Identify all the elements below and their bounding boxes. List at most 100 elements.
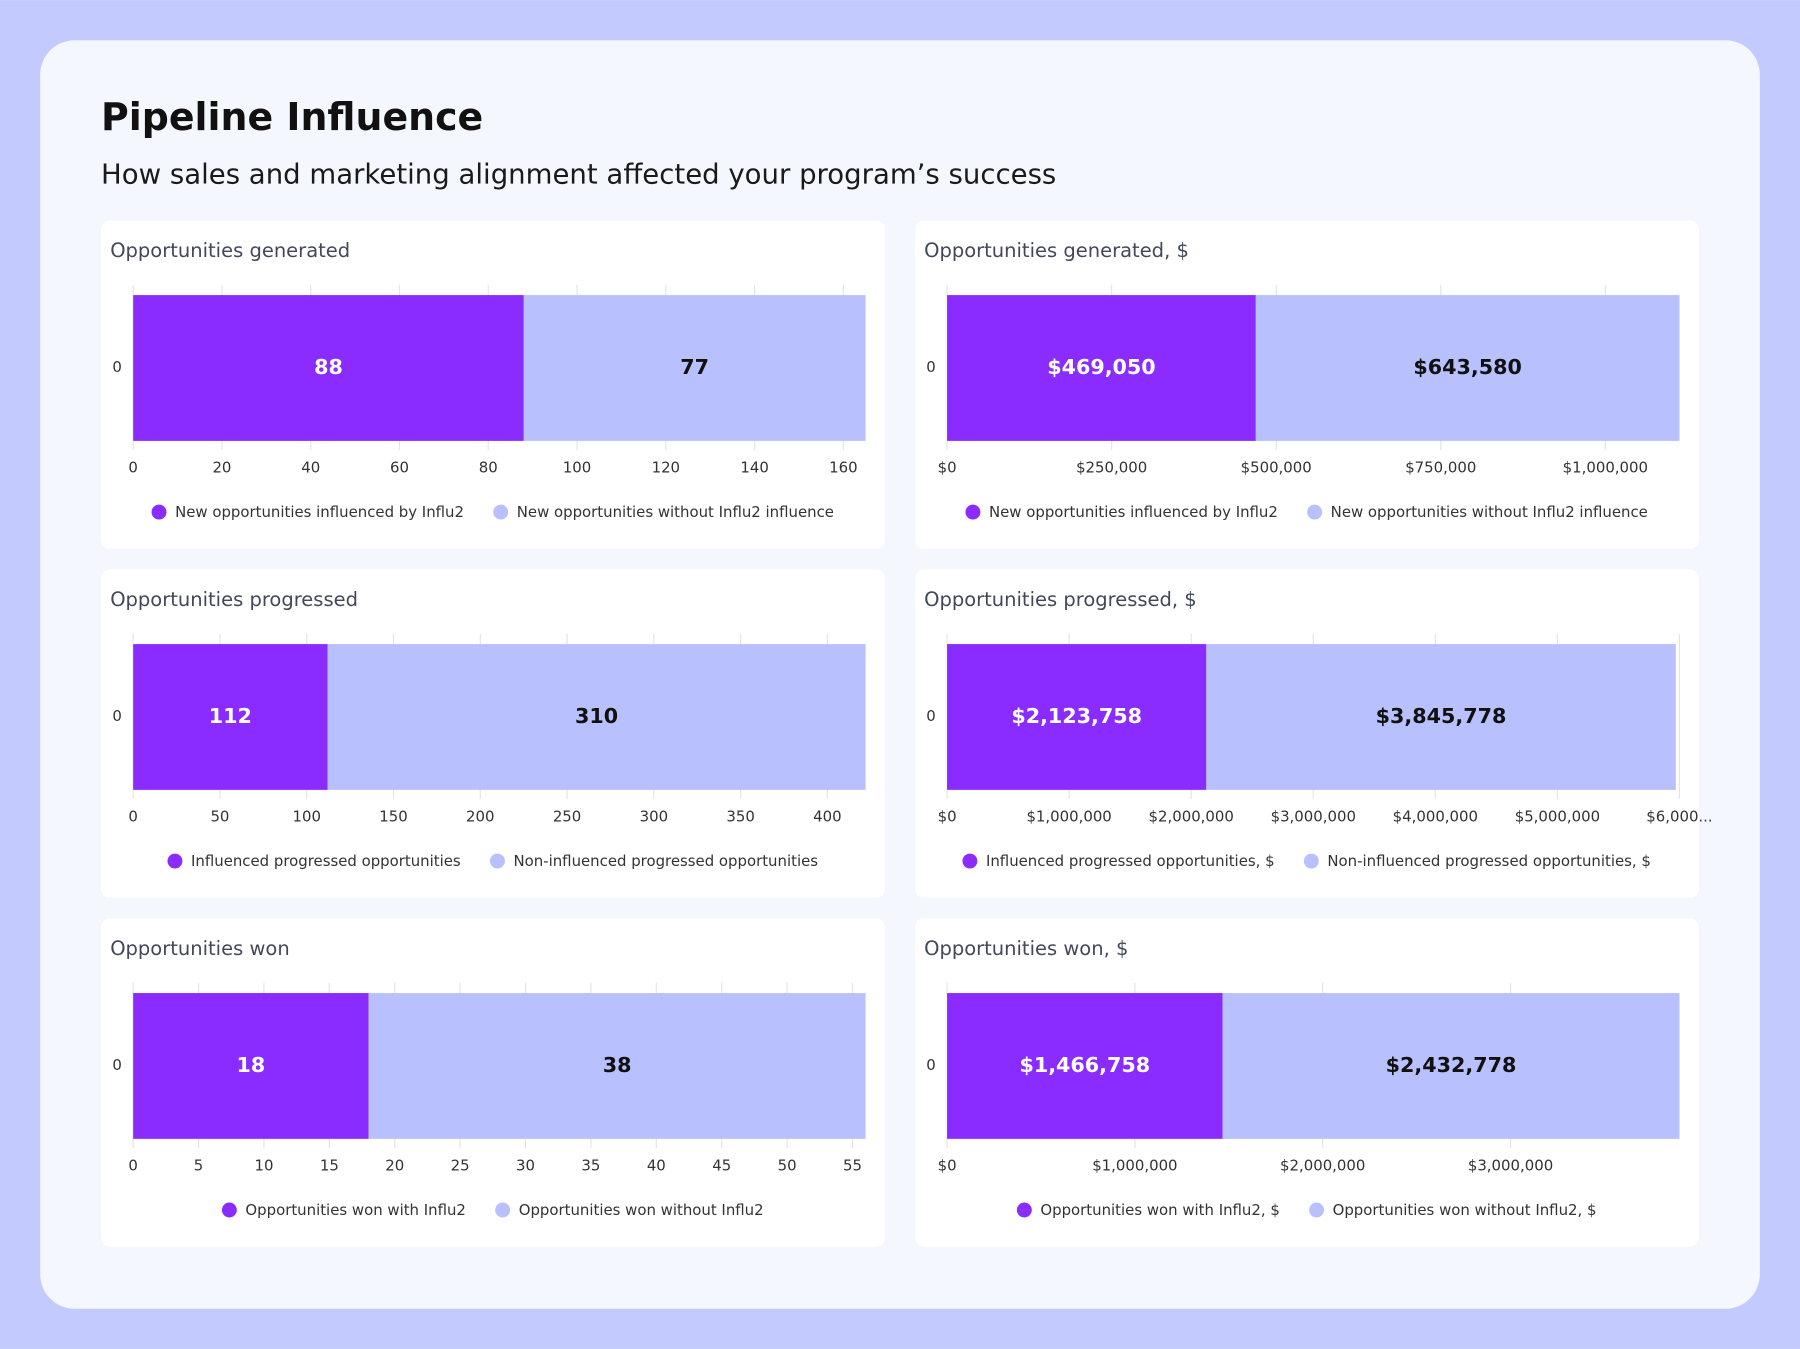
legend: Opportunities won with Influ2 Opportuniti… (221, 1201, 764, 1219)
legend-swatch (965, 504, 981, 520)
legend-label: Non-influenced progressed opportunities,… (1327, 852, 1650, 870)
x-tick-label: 50 (778, 1156, 797, 1174)
x-tick-label: $0 (938, 458, 957, 476)
legend-label: New opportunities without Influ2 influen… (1331, 503, 1648, 521)
y-tick-label: 0 (112, 707, 121, 725)
x-tick-label: $250,000 (1076, 458, 1147, 476)
chart-title: Opportunities generated (110, 239, 350, 262)
legend-swatch (495, 1202, 511, 1218)
bar-segment (368, 993, 866, 1139)
legend-label: Opportunities won with Influ2, $ (1040, 1201, 1279, 1219)
legend: New opportunities influenced by Influ2 Ne… (965, 503, 1648, 521)
legend-label: New opportunities influenced by Influ2 (989, 503, 1278, 521)
data-label: $469,050 (1047, 355, 1155, 379)
x-tick-label: 250 (553, 807, 581, 825)
page-title: Pipeline Influence (101, 95, 483, 139)
x-tick-label: $500,000 (1241, 458, 1312, 476)
x-tick-label: 25 (451, 1156, 470, 1174)
y-tick-label: 0 (926, 358, 935, 376)
x-tick-label: $4,000,000 (1393, 807, 1478, 825)
x-tick-label: 15 (320, 1156, 339, 1174)
x-tick-label: 5 (194, 1156, 203, 1174)
y-tick-label: 0 (112, 1056, 121, 1074)
legend-swatch (221, 1202, 237, 1218)
x-tick-label: 300 (640, 807, 668, 825)
legend-label: New opportunities without Influ2 influen… (517, 503, 834, 521)
legend-swatch (1303, 853, 1319, 869)
chart-panel: Opportunities progressed 0 50 100 150 200 250 3… (101, 569, 886, 898)
data-label: $2,123,758 (1011, 704, 1142, 728)
legend: Opportunities won with Influ2, $ Opportun… (1016, 1201, 1597, 1219)
legend: Influenced progressed opportunities Non-i… (167, 852, 818, 870)
x-tick-label: 10 (254, 1156, 273, 1174)
chart-panel: Opportunities generated 0 20 40 60 80 100 120 14… (101, 220, 886, 549)
x-tick-label: $5,000,000 (1515, 807, 1600, 825)
data-label: $3,845,778 (1376, 704, 1507, 728)
legend-swatch (167, 853, 183, 869)
bar-segment (133, 644, 328, 790)
bar-segment (523, 295, 866, 441)
x-tick-label: 0 (128, 1156, 137, 1174)
data-label: 77 (680, 355, 709, 379)
legend-label: Opportunities won with Influ2 (245, 1201, 465, 1219)
legend-swatch (1307, 504, 1323, 520)
y-tick-label: 0 (112, 358, 121, 376)
data-label: $643,580 (1413, 355, 1521, 379)
bar-segment (947, 644, 1207, 790)
x-tick-label: 140 (740, 458, 768, 476)
bar-segment (1222, 993, 1680, 1139)
x-tick-label: 60 (390, 458, 409, 476)
x-tick-label: $2,000,000 (1149, 807, 1234, 825)
chart-title: Opportunities progressed, $ (924, 588, 1197, 611)
legend-label: Non-influenced progressed opportunities (514, 852, 819, 870)
legend-swatch (151, 504, 167, 520)
x-tick-label: 40 (301, 458, 320, 476)
data-label: 112 (209, 704, 252, 728)
bar-segment (1206, 644, 1676, 790)
x-tick-label: 0 (128, 807, 137, 825)
legend-label: Influenced progressed opportunities (191, 852, 461, 870)
x-tick-label: $1,000,000 (1563, 458, 1648, 476)
chart-title: Opportunities won, $ (924, 937, 1128, 960)
x-tick-label: 20 (385, 1156, 404, 1174)
x-tick-label: 55 (843, 1156, 862, 1174)
page-subtitle: How sales and marketing alignment affect… (101, 159, 1056, 191)
x-tick-label: $1,000,000 (1026, 807, 1111, 825)
x-tick-label: $6,000... (1646, 807, 1712, 825)
data-label: $2,432,778 (1386, 1053, 1517, 1077)
legend-label: Influenced progressed opportunities, $ (986, 852, 1275, 870)
x-tick-label: $3,000,000 (1271, 807, 1356, 825)
legend-label: Opportunities won without Influ2, $ (1333, 1201, 1597, 1219)
x-tick-label: 150 (379, 807, 407, 825)
data-label: 38 (603, 1053, 632, 1077)
chart-title: Opportunities won (110, 937, 290, 960)
bar-segment (1255, 295, 1680, 441)
chart-panel: Opportunities generated, $ $0 $250,000 $500… (914, 220, 1699, 549)
x-tick-label: 120 (652, 458, 680, 476)
x-tick-label: 80 (479, 458, 498, 476)
x-tick-label: 30 (516, 1156, 535, 1174)
chart-title: Opportunities progressed (110, 588, 358, 611)
legend-swatch (1309, 1202, 1325, 1218)
x-tick-label: 350 (726, 807, 754, 825)
legend-swatch (489, 853, 505, 869)
x-tick-label: $0 (938, 1156, 957, 1174)
data-label: 310 (575, 704, 618, 728)
x-tick-label: 160 (829, 458, 857, 476)
legend-swatch (962, 853, 978, 869)
chart-panel: Opportunities progressed, $ $0 $1,000,000 $… (914, 569, 1713, 898)
bar-segment (947, 295, 1256, 441)
x-tick-label: 0 (128, 458, 137, 476)
x-tick-label: 40 (647, 1156, 666, 1174)
legend: New opportunities influenced by Influ2 Ne… (151, 503, 834, 521)
y-tick-label: 0 (926, 1056, 935, 1074)
bar-segment (327, 644, 866, 790)
x-tick-label: $750,000 (1405, 458, 1476, 476)
legend-swatch (1016, 1202, 1032, 1218)
legend: Influenced progressed opportunities, $ No… (962, 852, 1651, 870)
x-tick-label: 45 (712, 1156, 731, 1174)
chart-title: Opportunities generated, $ (924, 239, 1189, 262)
bar-segment (947, 993, 1223, 1139)
data-label: 18 (236, 1053, 265, 1077)
